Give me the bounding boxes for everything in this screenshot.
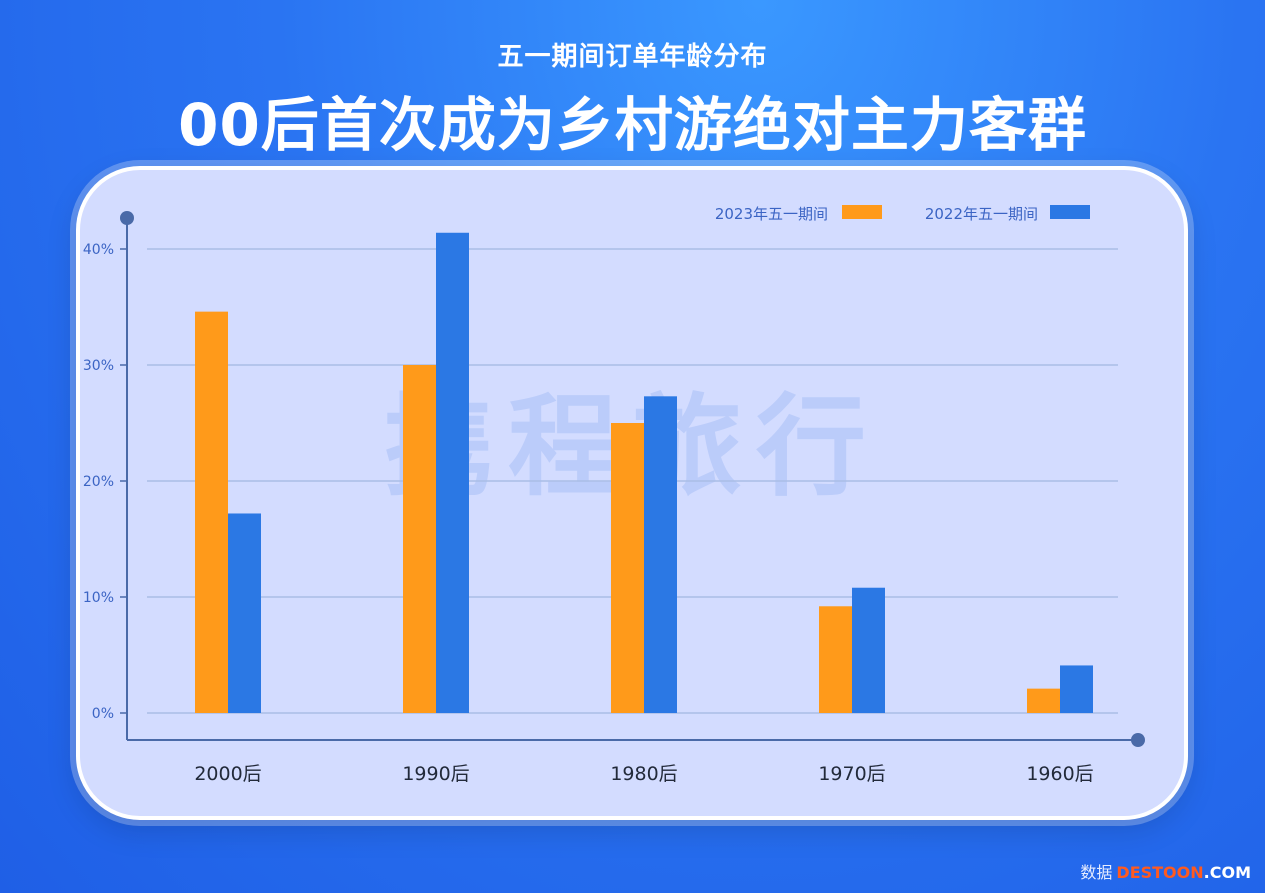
footer-prefix: 数据: [1080, 863, 1113, 882]
y-tick-label: 20%: [83, 474, 114, 490]
x-tick-label: 1970后: [818, 763, 885, 785]
x-axis-end-dot: [1131, 733, 1145, 747]
bar: [1060, 665, 1093, 713]
x-tick-label: 2000后: [194, 763, 261, 785]
legend-label: 2023年五一期间: [715, 205, 828, 223]
legend-swatch: [842, 205, 882, 219]
chart-title: 00后首次成为乡村游绝对主力客群: [178, 91, 1087, 159]
bar: [403, 365, 436, 713]
site-watermark: 数据 DESTOON.COM: [1080, 859, 1251, 883]
bar: [1027, 688, 1060, 713]
bar: [644, 396, 677, 713]
y-tick-label: 40%: [83, 242, 114, 258]
y-tick-label: 10%: [83, 590, 114, 606]
legend-swatch: [1050, 205, 1090, 219]
x-tick-label: 1990后: [402, 763, 469, 785]
footer-suffix: .COM: [1203, 863, 1251, 882]
x-tick-label: 1980后: [610, 763, 677, 785]
x-tick-label: 1960后: [1026, 763, 1093, 785]
bar: [195, 311, 228, 713]
y-tick-label: 30%: [83, 358, 114, 374]
footer-brand: DESTOON: [1116, 863, 1204, 882]
bar: [228, 513, 261, 713]
y-tick-label: 0%: [92, 706, 114, 722]
chart-subtitle: 五一期间订单年龄分布: [497, 42, 768, 72]
bar: [819, 606, 852, 713]
legend-label: 2022年五一期间: [925, 205, 1038, 223]
y-axis-end-dot: [120, 211, 134, 225]
bar: [611, 423, 644, 713]
bar: [852, 587, 885, 713]
bar: [436, 232, 469, 713]
